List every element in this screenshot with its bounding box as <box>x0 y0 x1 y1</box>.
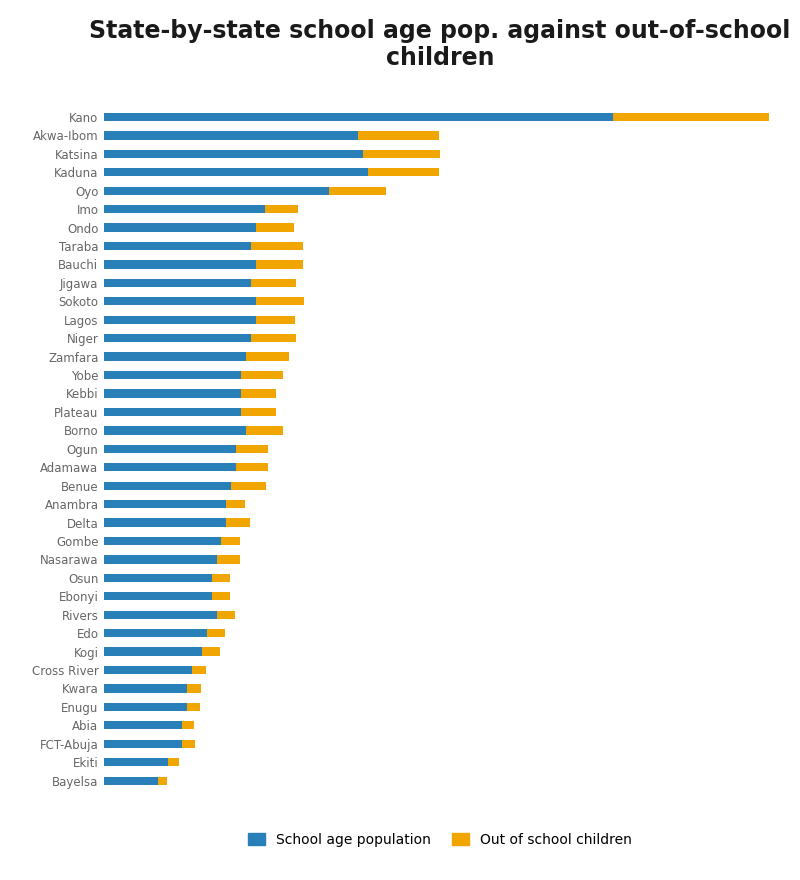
Bar <box>167 758 179 766</box>
Bar <box>104 407 241 416</box>
Bar <box>158 776 166 785</box>
Bar <box>187 685 201 693</box>
Bar <box>212 592 230 600</box>
Bar <box>104 334 250 342</box>
Bar <box>104 279 250 287</box>
Bar <box>241 370 283 379</box>
Bar <box>236 463 268 472</box>
Bar <box>104 739 182 748</box>
Bar <box>104 150 363 158</box>
Bar <box>104 574 212 582</box>
Bar <box>104 316 256 324</box>
Bar <box>236 444 268 453</box>
Bar <box>187 703 200 711</box>
Bar <box>104 168 368 176</box>
Bar <box>104 260 256 268</box>
Bar <box>266 205 298 213</box>
Bar <box>250 334 296 342</box>
Bar <box>104 205 266 213</box>
Bar <box>256 316 294 324</box>
Bar <box>226 518 250 527</box>
Bar <box>241 407 276 416</box>
Bar <box>226 500 245 509</box>
Bar <box>104 518 226 527</box>
Bar <box>104 297 256 305</box>
Bar <box>104 685 187 693</box>
Bar <box>222 537 240 545</box>
Bar <box>104 500 226 509</box>
Bar <box>104 776 158 785</box>
Bar <box>358 131 438 140</box>
Bar <box>246 426 283 435</box>
Bar <box>104 722 182 730</box>
Bar <box>104 555 217 563</box>
Bar <box>182 722 194 730</box>
Bar <box>217 611 235 619</box>
Bar <box>256 224 294 231</box>
Bar <box>104 224 256 231</box>
Bar <box>104 537 222 545</box>
Bar <box>182 739 195 748</box>
Bar <box>104 370 241 379</box>
Bar <box>241 389 276 398</box>
Bar <box>256 297 304 305</box>
Bar <box>104 444 236 453</box>
Bar <box>329 187 386 194</box>
Bar <box>104 648 202 656</box>
Bar <box>104 703 187 711</box>
Bar <box>104 463 236 472</box>
Bar <box>104 353 246 361</box>
Bar <box>217 555 240 563</box>
Bar <box>246 353 289 361</box>
Bar <box>104 113 613 121</box>
Bar <box>104 131 358 140</box>
Bar <box>104 187 329 194</box>
Bar <box>104 666 192 674</box>
Bar <box>613 113 770 121</box>
Bar <box>192 666 206 674</box>
Bar <box>104 611 217 619</box>
Bar <box>368 168 438 176</box>
Bar <box>363 150 440 158</box>
Bar <box>104 758 167 766</box>
Bar <box>104 592 212 600</box>
Title: State-by-state school age pop. against out-of-school
children: State-by-state school age pop. against o… <box>90 18 790 70</box>
Bar <box>104 242 250 250</box>
Bar <box>256 260 302 268</box>
Bar <box>250 242 302 250</box>
Bar <box>104 426 246 435</box>
Bar <box>202 648 221 656</box>
Legend: School age population, Out of school children: School age population, Out of school chi… <box>243 827 637 852</box>
Bar <box>231 481 266 490</box>
Bar <box>104 389 241 398</box>
Bar <box>212 574 230 582</box>
Bar <box>206 629 226 637</box>
Bar <box>250 279 296 287</box>
Bar <box>104 481 231 490</box>
Bar <box>104 629 206 637</box>
